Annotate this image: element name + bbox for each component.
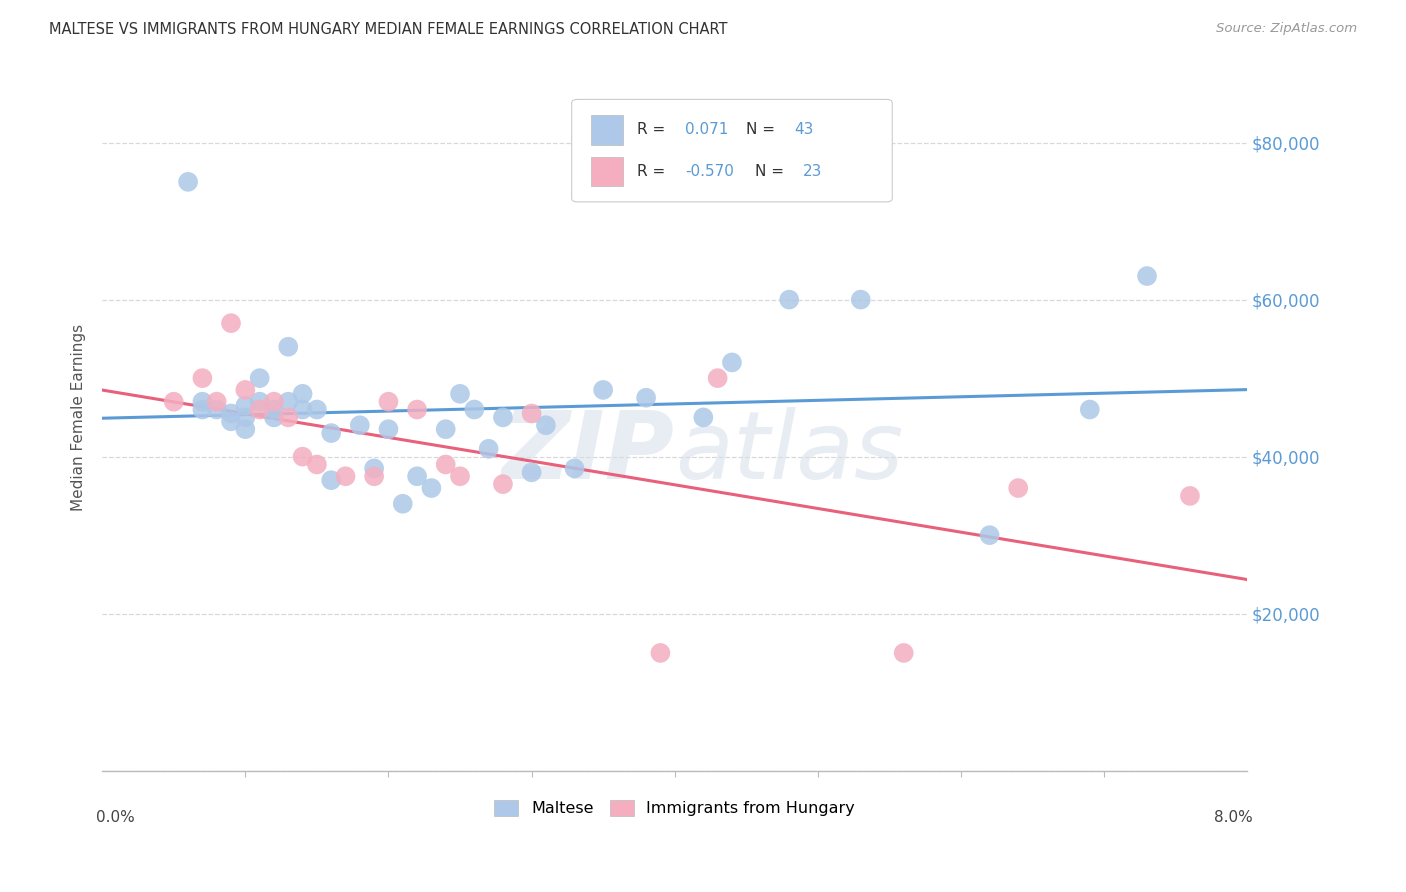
Point [219,414,242,428]
Point [277,340,299,354]
Bar [591,157,623,186]
Text: R =: R = [637,164,671,179]
Point [219,407,242,421]
Text: atlas: atlas [675,408,903,499]
Point [233,399,256,413]
Point [163,394,186,409]
Point [520,466,543,480]
Point [592,383,614,397]
Point [291,450,314,464]
Text: Source: ZipAtlas.com: Source: ZipAtlas.com [1216,22,1357,36]
Point [893,646,915,660]
Text: 8.0%: 8.0% [1215,810,1253,824]
Point [233,383,256,397]
Point [205,394,228,409]
Point [406,469,429,483]
Point [1178,489,1201,503]
Point [233,410,256,425]
Point [778,293,800,307]
Point [177,175,200,189]
Point [191,394,214,409]
Point [363,469,385,483]
Point [249,394,271,409]
Text: MALTESE VS IMMIGRANTS FROM HUNGARY MEDIAN FEMALE EARNINGS CORRELATION CHART: MALTESE VS IMMIGRANTS FROM HUNGARY MEDIA… [49,22,728,37]
Text: N =: N = [745,122,779,137]
Y-axis label: Median Female Earnings: Median Female Earnings [72,324,86,511]
Text: 0.071: 0.071 [685,122,728,137]
Point [449,469,471,483]
Point [636,391,658,405]
Point [406,402,429,417]
Point [249,371,271,385]
Point [335,469,357,483]
Point [305,402,328,417]
Point [249,402,271,417]
Point [377,394,399,409]
Point [434,458,457,472]
Point [205,402,228,417]
Point [305,458,328,472]
Legend: Maltese, Immigrants from Hungary: Maltese, Immigrants from Hungary [488,793,862,822]
Point [534,418,557,433]
Text: 0.0%: 0.0% [97,810,135,824]
Text: -0.570: -0.570 [685,164,734,179]
Point [1078,402,1101,417]
Point [420,481,443,495]
Point [263,410,285,425]
Point [277,410,299,425]
Point [377,422,399,436]
Point [277,394,299,409]
Point [321,426,343,441]
Point [291,387,314,401]
Point [1007,481,1029,495]
Point [979,528,1001,542]
Point [219,316,242,330]
Point [391,497,413,511]
Point [263,394,285,409]
Point [191,371,214,385]
Bar [591,115,623,145]
Point [191,402,214,417]
Point [692,410,714,425]
Point [564,461,586,475]
Text: 23: 23 [803,164,823,179]
Point [478,442,501,456]
Point [849,293,872,307]
Text: N =: N = [755,164,789,179]
Text: ZIP: ZIP [502,407,675,499]
Text: 43: 43 [794,122,813,137]
FancyBboxPatch shape [572,99,893,202]
Point [463,402,485,417]
Point [492,477,515,491]
Point [492,410,515,425]
Point [721,355,744,369]
Point [434,422,457,436]
Point [263,402,285,417]
Point [706,371,728,385]
Text: R =: R = [637,122,671,137]
Point [233,422,256,436]
Point [520,407,543,421]
Point [650,646,672,660]
Point [321,473,343,487]
Point [1136,268,1159,283]
Point [449,387,471,401]
Point [349,418,371,433]
Point [291,402,314,417]
Point [363,461,385,475]
